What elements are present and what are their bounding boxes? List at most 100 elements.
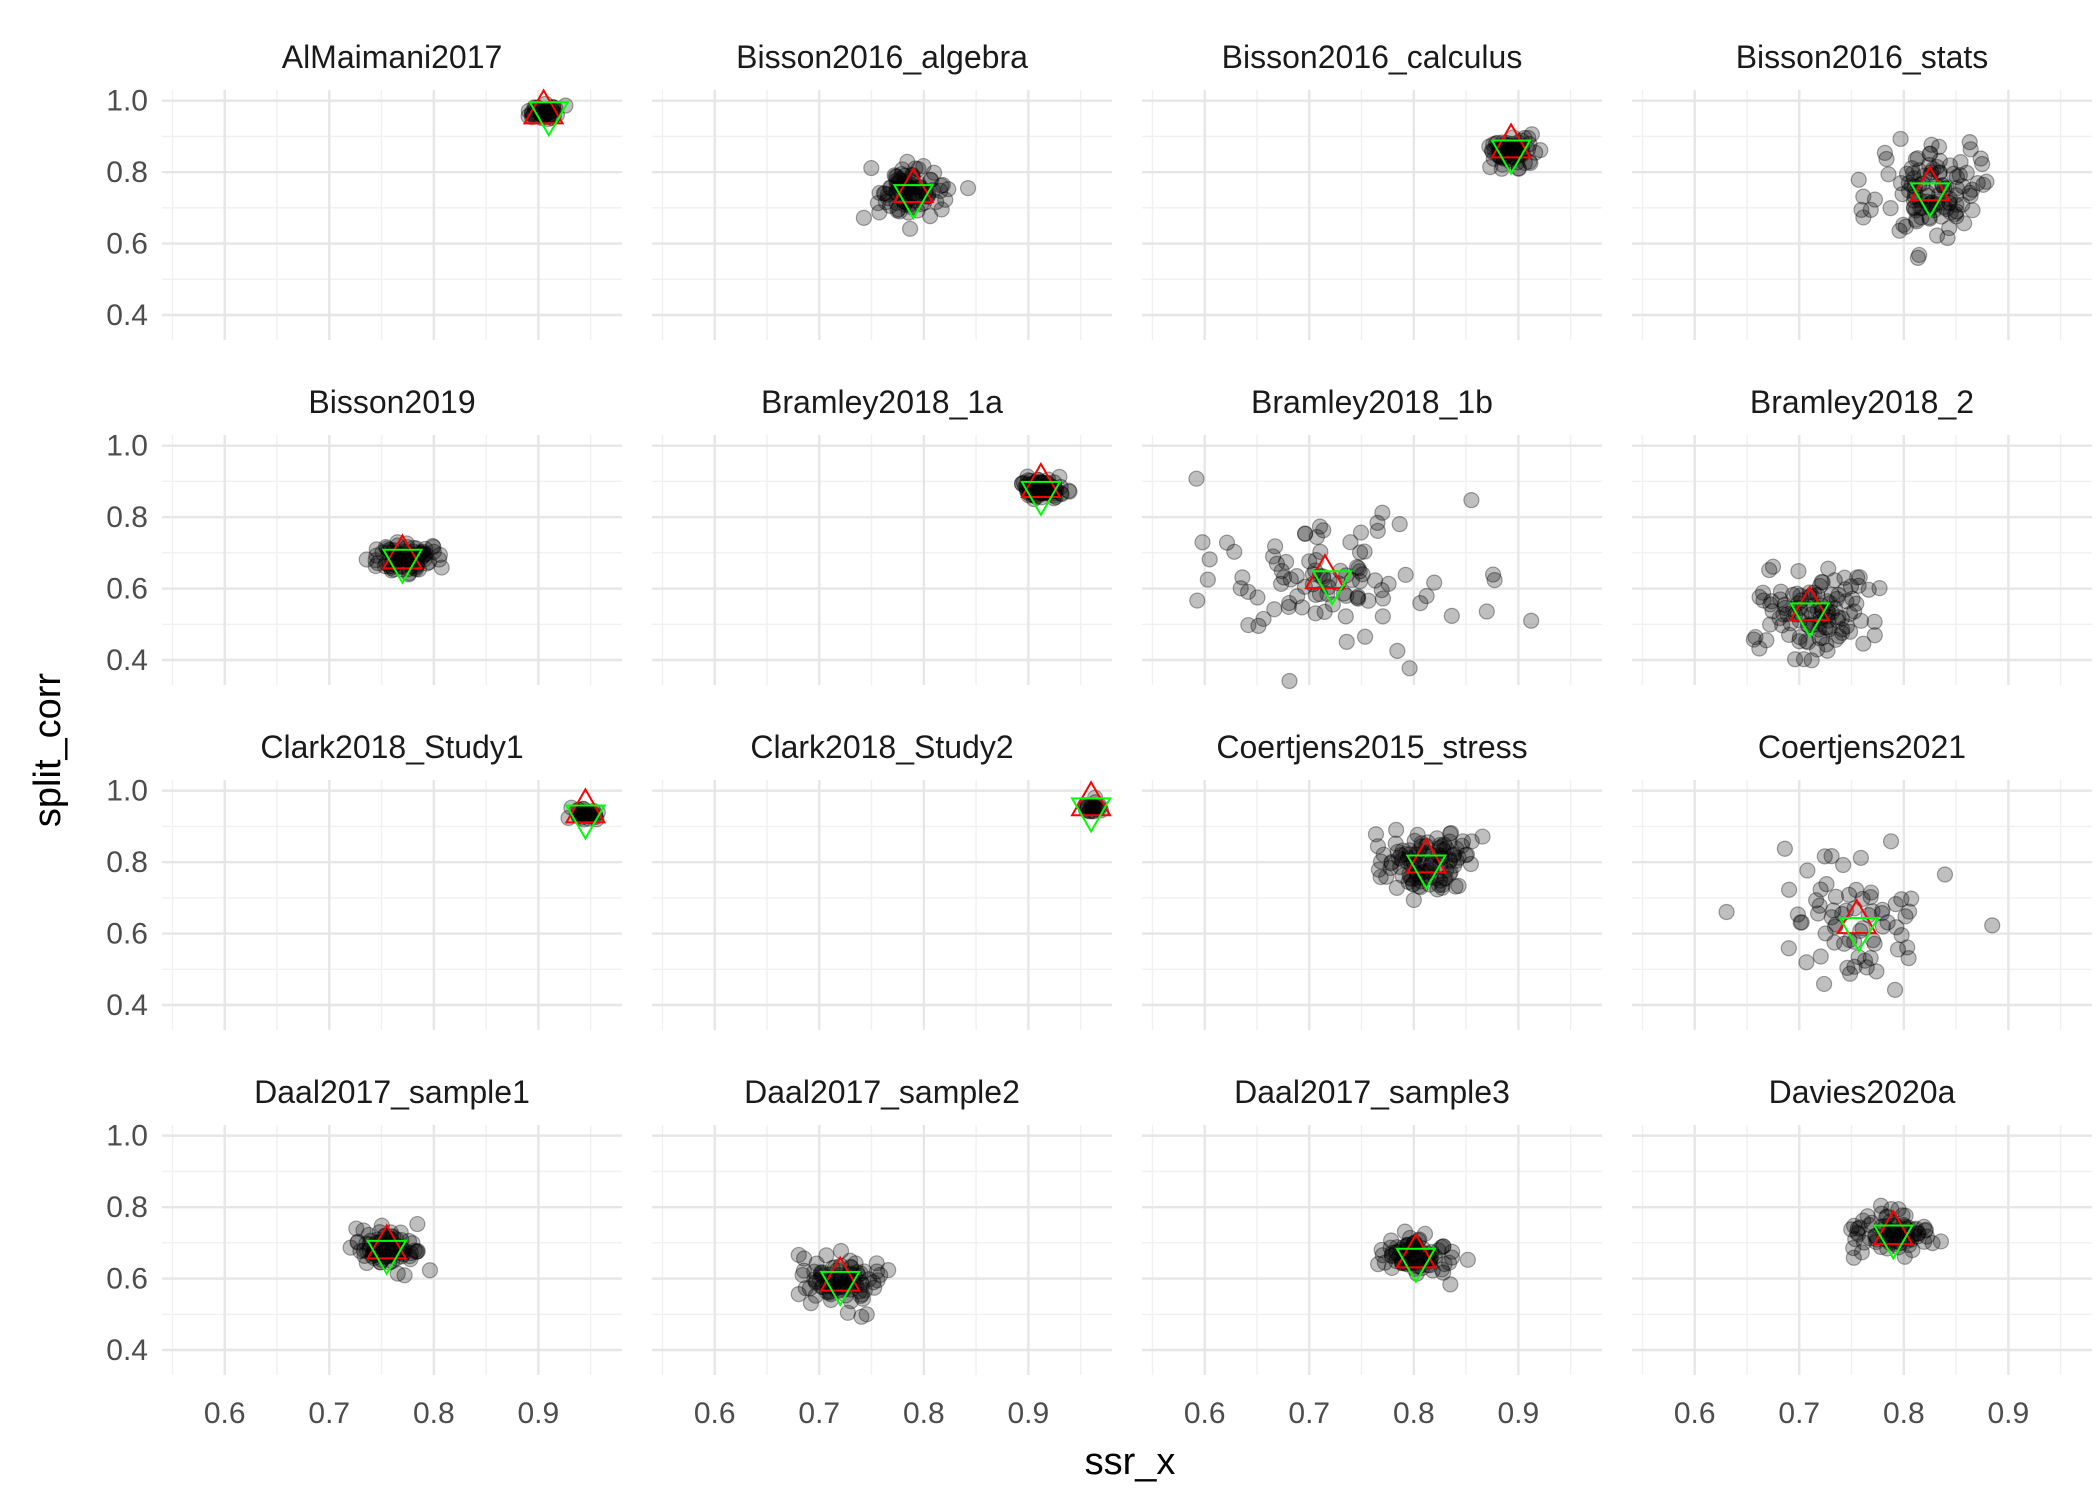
x-tick-label: 0.8 xyxy=(903,1397,945,1430)
up-triangle-marker xyxy=(1395,1232,1437,1269)
data-point xyxy=(1913,209,1930,226)
data-point xyxy=(1369,522,1386,539)
data-point xyxy=(1443,607,1460,624)
data-point xyxy=(1826,600,1844,617)
data-point xyxy=(396,1267,413,1284)
data-point xyxy=(1266,601,1283,618)
data-point xyxy=(915,157,932,175)
data-point xyxy=(1845,1217,1863,1234)
up-triangle-marker xyxy=(1836,898,1878,935)
data-point xyxy=(880,190,897,207)
data-point xyxy=(1268,555,1286,572)
data-point xyxy=(1266,538,1284,555)
data-point xyxy=(1932,1233,1950,1250)
data-point xyxy=(390,551,407,568)
up-triangle-marker xyxy=(819,1255,861,1292)
data-point xyxy=(1459,1251,1476,1268)
down-triangle-marker xyxy=(1789,602,1831,639)
data-point xyxy=(1264,548,1282,565)
data-point xyxy=(1406,832,1423,849)
data-point xyxy=(1893,927,1910,944)
data-point xyxy=(1879,914,1896,931)
data-point xyxy=(430,551,448,568)
data-point xyxy=(342,1239,359,1256)
data-point xyxy=(1035,484,1052,501)
data-point xyxy=(1430,1242,1447,1259)
data-point xyxy=(1390,850,1408,867)
data-point xyxy=(1411,1250,1428,1267)
y-tick-label: 0.6 xyxy=(106,1263,148,1296)
data-point xyxy=(1370,861,1387,878)
data-point xyxy=(1900,950,1917,967)
x-tick-label: 0.8 xyxy=(1883,1397,1925,1430)
data-point xyxy=(1407,1246,1424,1263)
data-point xyxy=(1841,605,1858,623)
data-point xyxy=(1833,624,1851,641)
data-point xyxy=(1352,524,1370,541)
data-point xyxy=(1431,836,1449,854)
data-point xyxy=(1821,620,1838,638)
data-point xyxy=(1855,635,1872,652)
x-tick-label: 0.7 xyxy=(1288,1397,1330,1430)
data-point xyxy=(1948,208,1965,225)
data-point xyxy=(839,1304,857,1321)
y-tick-label: 1.0 xyxy=(106,85,148,118)
data-point xyxy=(1899,939,1916,956)
data-point xyxy=(1791,633,1808,650)
y-tick-label: 0.4 xyxy=(106,989,148,1022)
y-axis-title: split_corr xyxy=(27,673,69,827)
data-point xyxy=(1772,591,1789,608)
y-tick-label: 0.8 xyxy=(106,1191,148,1224)
data-point xyxy=(852,1287,869,1304)
up-triangle-marker xyxy=(366,1223,408,1260)
data-point xyxy=(425,538,442,556)
data-point xyxy=(1426,574,1443,591)
data-point xyxy=(1803,652,1820,669)
data-point xyxy=(1532,141,1549,159)
data-point xyxy=(1918,1228,1936,1245)
facet-title: Bisson2016_algebra xyxy=(736,39,1028,75)
data-point xyxy=(1792,914,1809,931)
data-point xyxy=(1249,589,1266,606)
data-point xyxy=(1874,918,1892,935)
data-point xyxy=(1910,1225,1927,1242)
data-point xyxy=(1814,574,1831,591)
data-point xyxy=(1402,869,1419,886)
data-point xyxy=(1830,628,1848,645)
data-point xyxy=(1485,150,1502,167)
data-point xyxy=(1933,208,1950,225)
data-point xyxy=(1823,586,1840,603)
data-point xyxy=(1961,184,1978,201)
facet-title: Davies2020a xyxy=(1769,1074,1956,1110)
data-point xyxy=(1882,200,1899,217)
data-point xyxy=(424,537,441,555)
data-point xyxy=(349,1233,366,1250)
data-point xyxy=(539,108,556,126)
data-point xyxy=(1862,888,1879,906)
data-point xyxy=(1367,826,1385,843)
data-point xyxy=(1356,543,1373,560)
data-point xyxy=(1351,573,1369,590)
data-point xyxy=(1029,478,1047,496)
data-point xyxy=(886,167,903,184)
x-axis-title: ssr_x xyxy=(1085,1441,1176,1483)
data-point xyxy=(1948,180,1965,197)
data-point xyxy=(1813,573,1830,591)
data-point xyxy=(1786,651,1804,668)
data-point xyxy=(1412,595,1429,612)
data-point xyxy=(1035,483,1053,500)
data-point xyxy=(1389,843,1406,860)
data-point xyxy=(389,1265,406,1282)
data-point xyxy=(1338,587,1355,604)
data-point xyxy=(1897,218,1914,235)
data-point xyxy=(1819,642,1836,659)
data-point xyxy=(1448,852,1465,869)
data-point xyxy=(959,180,977,197)
data-point xyxy=(1218,534,1236,551)
data-point xyxy=(796,1250,813,1267)
data-point xyxy=(1907,151,1924,168)
data-point xyxy=(1761,561,1778,579)
data-point xyxy=(1311,518,1329,535)
down-triangle-marker xyxy=(1311,570,1353,607)
data-point xyxy=(1876,144,1893,161)
